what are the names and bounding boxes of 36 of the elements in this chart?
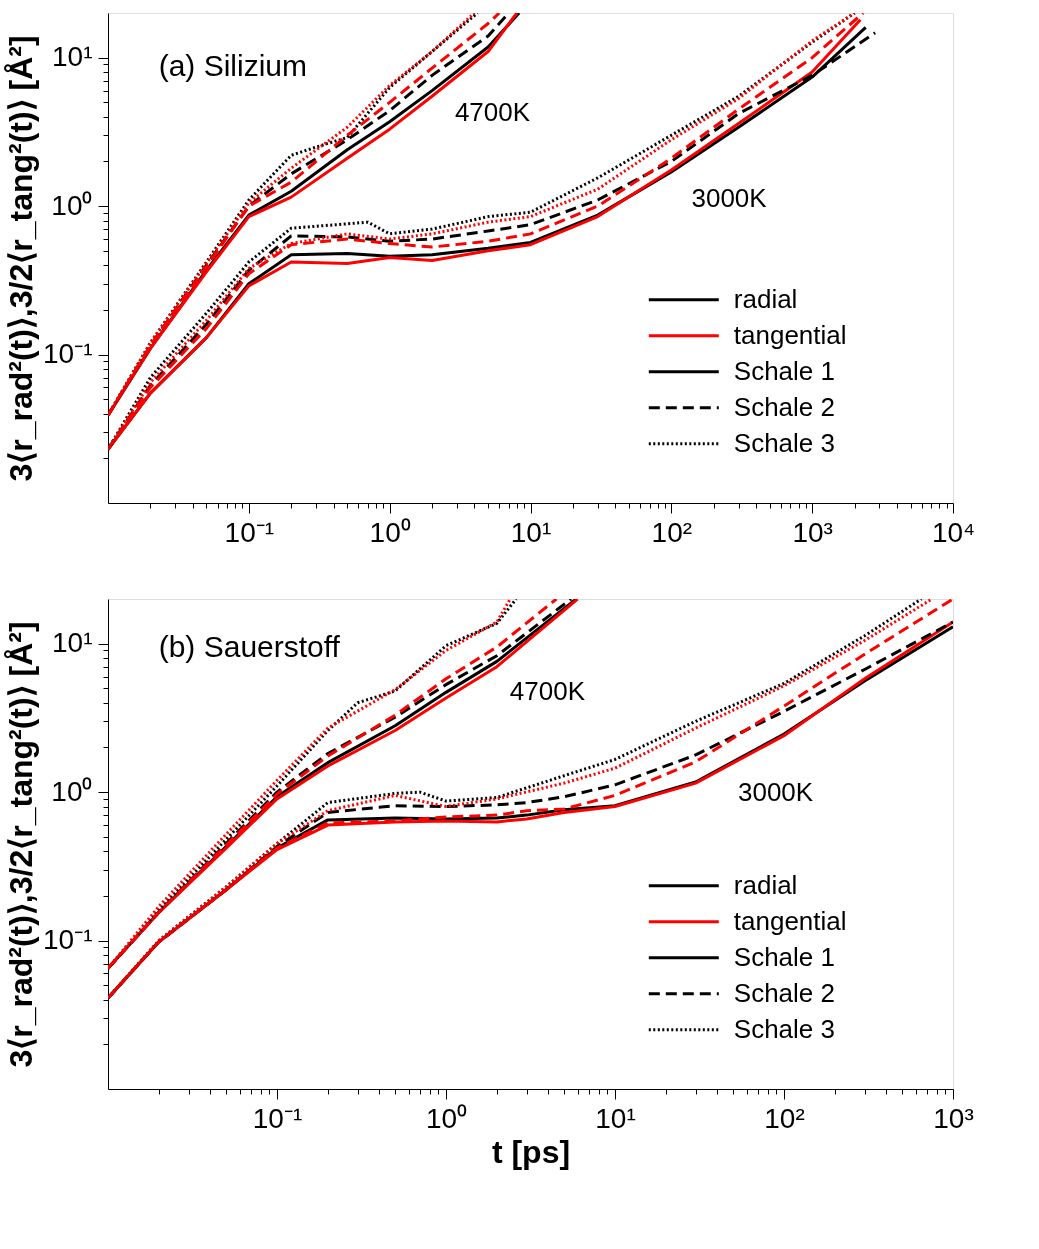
- x-tick-label: 10³: [933, 1102, 974, 1134]
- y-tick-label: 10⁻¹: [43, 338, 93, 370]
- annotation: 3000K: [737, 776, 814, 807]
- annotation: (b) Sauerstoff: [158, 630, 341, 663]
- annotation: (a) Silizium: [158, 48, 308, 82]
- x-axis-title: t [ps]: [491, 1133, 571, 1170]
- legend-label: radial: [733, 869, 798, 900]
- legend-label: Schale 2: [733, 977, 835, 1008]
- y-tick-label: 10¹: [52, 627, 93, 659]
- x-tick-label: 10⁰: [425, 1102, 468, 1134]
- y-axis-title: 3⟨r_rad²(t)⟩,3/2⟨r_tang²(t)⟩ [Å²]: [3, 35, 40, 482]
- legend-label: tangential: [733, 319, 847, 350]
- legend-label: Schale 1: [733, 941, 835, 972]
- legend-label: Schale 1: [733, 355, 835, 386]
- x-tick-label: 10³: [792, 516, 833, 548]
- x-tick-label: 10¹: [510, 516, 552, 548]
- x-tick-label: 10⁻¹: [224, 516, 275, 548]
- legend-label: Schale 2: [733, 391, 835, 422]
- legend-label: tangential: [733, 905, 847, 936]
- y-tick-label: 10⁻¹: [43, 924, 93, 956]
- x-tick-label: 10¹: [595, 1102, 636, 1134]
- y-tick-label: 10⁰: [51, 775, 93, 807]
- annotation: 3000K: [691, 183, 768, 214]
- annotation: 4700K: [454, 97, 531, 128]
- y-axis-title: 3⟨r_rad²(t)⟩,3/2⟨r_tang²(t)⟩ [Å²]: [3, 621, 40, 1068]
- x-tick-label: 10⁻¹: [252, 1102, 303, 1134]
- legend-label: Schale 3: [733, 1013, 835, 1044]
- y-tick-label: 10⁰: [51, 189, 93, 221]
- x-tick-label: 10²: [651, 516, 693, 548]
- x-tick-label: 10²: [764, 1102, 805, 1134]
- x-tick-label: 10⁴: [931, 516, 976, 548]
- legend-label: radial: [733, 283, 798, 314]
- annotation: 4700K: [509, 676, 586, 707]
- y-tick-label: 10¹: [52, 41, 93, 73]
- x-tick-label: 10⁰: [369, 516, 411, 548]
- legend-label: Schale 3: [733, 427, 835, 458]
